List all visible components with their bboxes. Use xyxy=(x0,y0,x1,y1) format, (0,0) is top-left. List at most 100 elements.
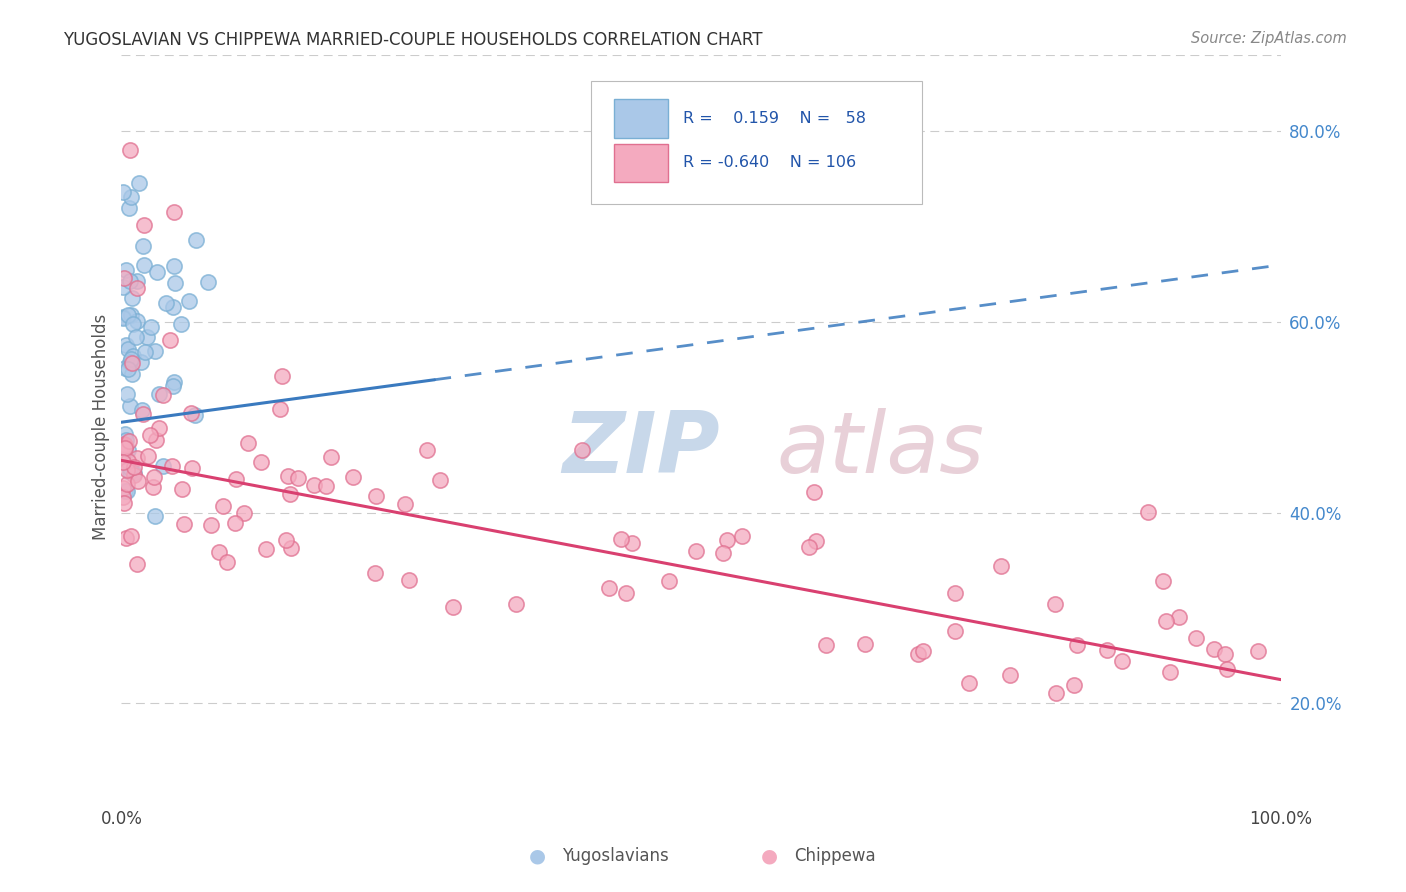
Point xyxy=(730,529,752,543)
Point xyxy=(112,271,135,285)
Point xyxy=(1136,505,1159,519)
Point xyxy=(364,566,387,580)
Point xyxy=(1063,678,1085,692)
Text: atlas: atlas xyxy=(776,408,984,491)
Point xyxy=(131,402,153,417)
Point xyxy=(114,440,136,454)
Point xyxy=(127,281,149,295)
Point xyxy=(146,265,169,279)
Point xyxy=(1213,648,1236,662)
Point xyxy=(163,375,186,389)
Point xyxy=(114,438,136,452)
Point xyxy=(163,276,186,290)
FancyBboxPatch shape xyxy=(614,144,668,182)
Point xyxy=(118,274,141,288)
Point xyxy=(398,573,420,587)
Point xyxy=(162,300,184,314)
Point xyxy=(128,176,150,190)
Point xyxy=(155,296,177,310)
Point xyxy=(1045,686,1067,700)
Point xyxy=(711,545,734,559)
Point xyxy=(943,624,966,638)
Point xyxy=(148,421,170,435)
Point xyxy=(571,442,593,457)
Point xyxy=(197,275,219,289)
Point xyxy=(112,496,135,510)
Point xyxy=(139,428,162,442)
Point xyxy=(124,468,146,483)
Point xyxy=(117,454,139,468)
Point xyxy=(269,401,291,416)
Point xyxy=(159,334,181,348)
Point xyxy=(1043,597,1066,611)
Point xyxy=(111,440,134,454)
Point xyxy=(236,435,259,450)
Point xyxy=(122,317,145,331)
Point xyxy=(416,442,439,457)
Point xyxy=(280,541,302,555)
Point xyxy=(270,368,292,383)
Point xyxy=(658,574,681,588)
Text: R = -0.640    N = 106: R = -0.640 N = 106 xyxy=(683,155,856,170)
Point xyxy=(120,355,142,369)
Point xyxy=(1202,642,1225,657)
Point xyxy=(208,545,231,559)
Point xyxy=(162,379,184,393)
Point xyxy=(1216,662,1239,676)
Point xyxy=(139,319,162,334)
Point xyxy=(170,317,193,331)
Point xyxy=(394,497,416,511)
Point xyxy=(180,461,202,475)
Point xyxy=(120,352,142,367)
Point xyxy=(173,517,195,532)
Point xyxy=(121,349,143,363)
Point xyxy=(134,218,156,232)
Point xyxy=(1066,638,1088,652)
Point xyxy=(225,472,247,486)
Point xyxy=(959,676,981,690)
Point xyxy=(121,291,143,305)
Point xyxy=(716,533,738,548)
Point xyxy=(287,471,309,485)
Point xyxy=(145,433,167,447)
Point xyxy=(620,536,643,550)
Point xyxy=(127,451,149,466)
Point xyxy=(117,483,139,498)
Point xyxy=(364,489,387,503)
Point xyxy=(276,533,298,547)
Point xyxy=(302,477,325,491)
Point xyxy=(183,409,205,423)
Point xyxy=(1159,665,1181,680)
Point xyxy=(143,469,166,483)
Point xyxy=(117,476,139,491)
FancyBboxPatch shape xyxy=(591,81,921,204)
Point xyxy=(143,344,166,359)
Point xyxy=(117,342,139,356)
Point xyxy=(172,482,194,496)
Point xyxy=(163,259,186,273)
Point xyxy=(117,308,139,322)
Point xyxy=(118,144,141,158)
Point xyxy=(118,201,141,215)
Point xyxy=(135,330,157,344)
Point xyxy=(163,205,186,219)
Point xyxy=(114,338,136,352)
Point xyxy=(127,475,149,489)
Point xyxy=(121,368,143,382)
Point xyxy=(111,310,134,325)
Point xyxy=(200,518,222,533)
Point xyxy=(212,499,235,513)
Point xyxy=(250,455,273,469)
Point xyxy=(1095,643,1118,657)
Point xyxy=(1167,610,1189,624)
Point xyxy=(614,586,637,600)
Point xyxy=(1185,632,1208,646)
Point xyxy=(127,274,149,288)
Point xyxy=(1247,643,1270,657)
FancyBboxPatch shape xyxy=(614,99,668,137)
Point xyxy=(118,434,141,448)
Point xyxy=(111,481,134,495)
Point xyxy=(152,387,174,401)
Point xyxy=(120,529,142,543)
Point xyxy=(186,233,208,247)
